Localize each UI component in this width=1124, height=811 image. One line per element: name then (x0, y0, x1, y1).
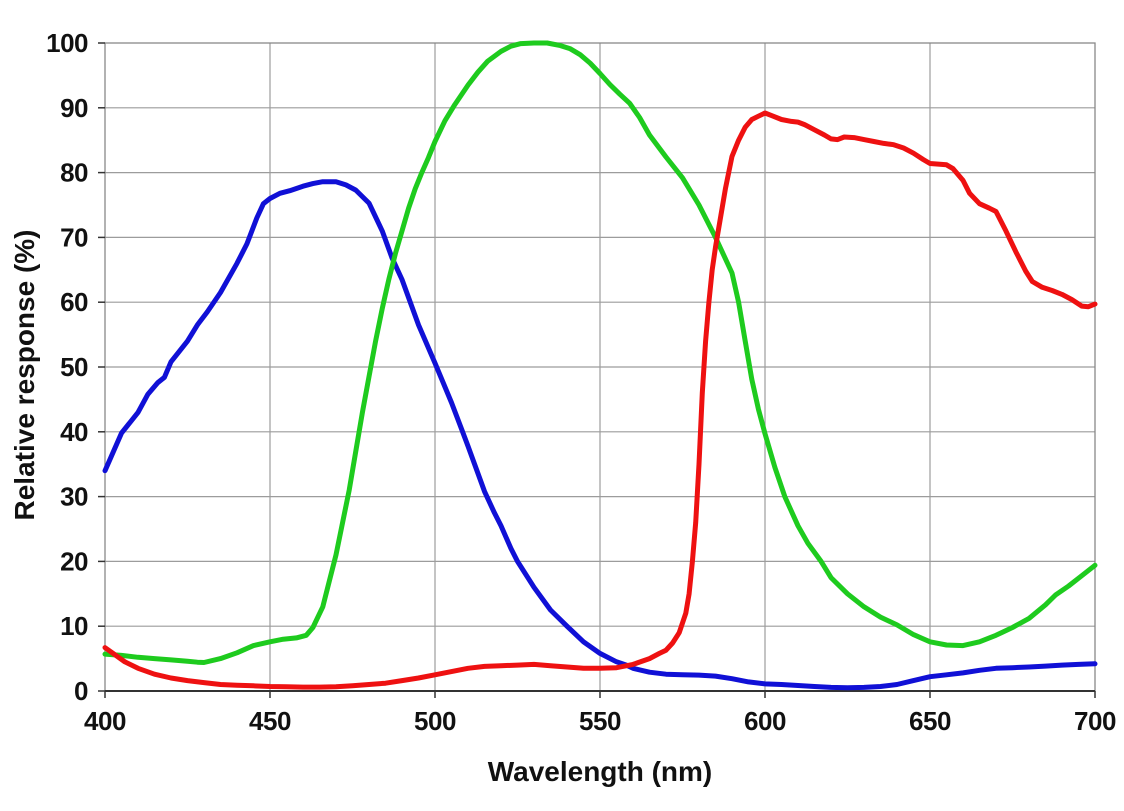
y-tick-label: 30 (60, 482, 88, 512)
x-tick-label: 550 (579, 706, 621, 736)
x-tick-label: 700 (1074, 706, 1116, 736)
x-tick-label: 500 (414, 706, 456, 736)
curves (102, 40, 1098, 691)
y-tick-label: 70 (60, 222, 88, 252)
y-tick-label: 20 (60, 546, 88, 576)
x-tick-label: 400 (84, 706, 126, 736)
y-tick-label: 10 (60, 611, 88, 641)
y-tick-label: 40 (60, 417, 88, 447)
green-channel-curve (102, 40, 1098, 665)
x-axis-title: Wavelength (nm) (488, 756, 713, 787)
x-tick-label: 600 (744, 706, 786, 736)
tick-labels: 400 450 500 550 600 650 700 0 10 20 30 40 50 60 70 80 90… (46, 28, 1116, 736)
x-tick-label: 650 (909, 706, 951, 736)
y-axis-title: Relative response (%) (9, 230, 40, 521)
axis-ticks (98, 42, 1096, 698)
y-tick-label: 60 (60, 287, 88, 317)
y-tick-label: 0 (74, 676, 88, 706)
y-tick-label: 50 (60, 352, 88, 382)
y-tick-label: 80 (60, 158, 88, 188)
gridlines (105, 43, 1095, 691)
y-tick-label: 90 (60, 93, 88, 123)
y-tick-label: 100 (46, 28, 88, 58)
blue-channel-curve (102, 179, 1098, 691)
red-channel-curve (102, 110, 1098, 690)
x-tick-label: 450 (249, 706, 291, 736)
